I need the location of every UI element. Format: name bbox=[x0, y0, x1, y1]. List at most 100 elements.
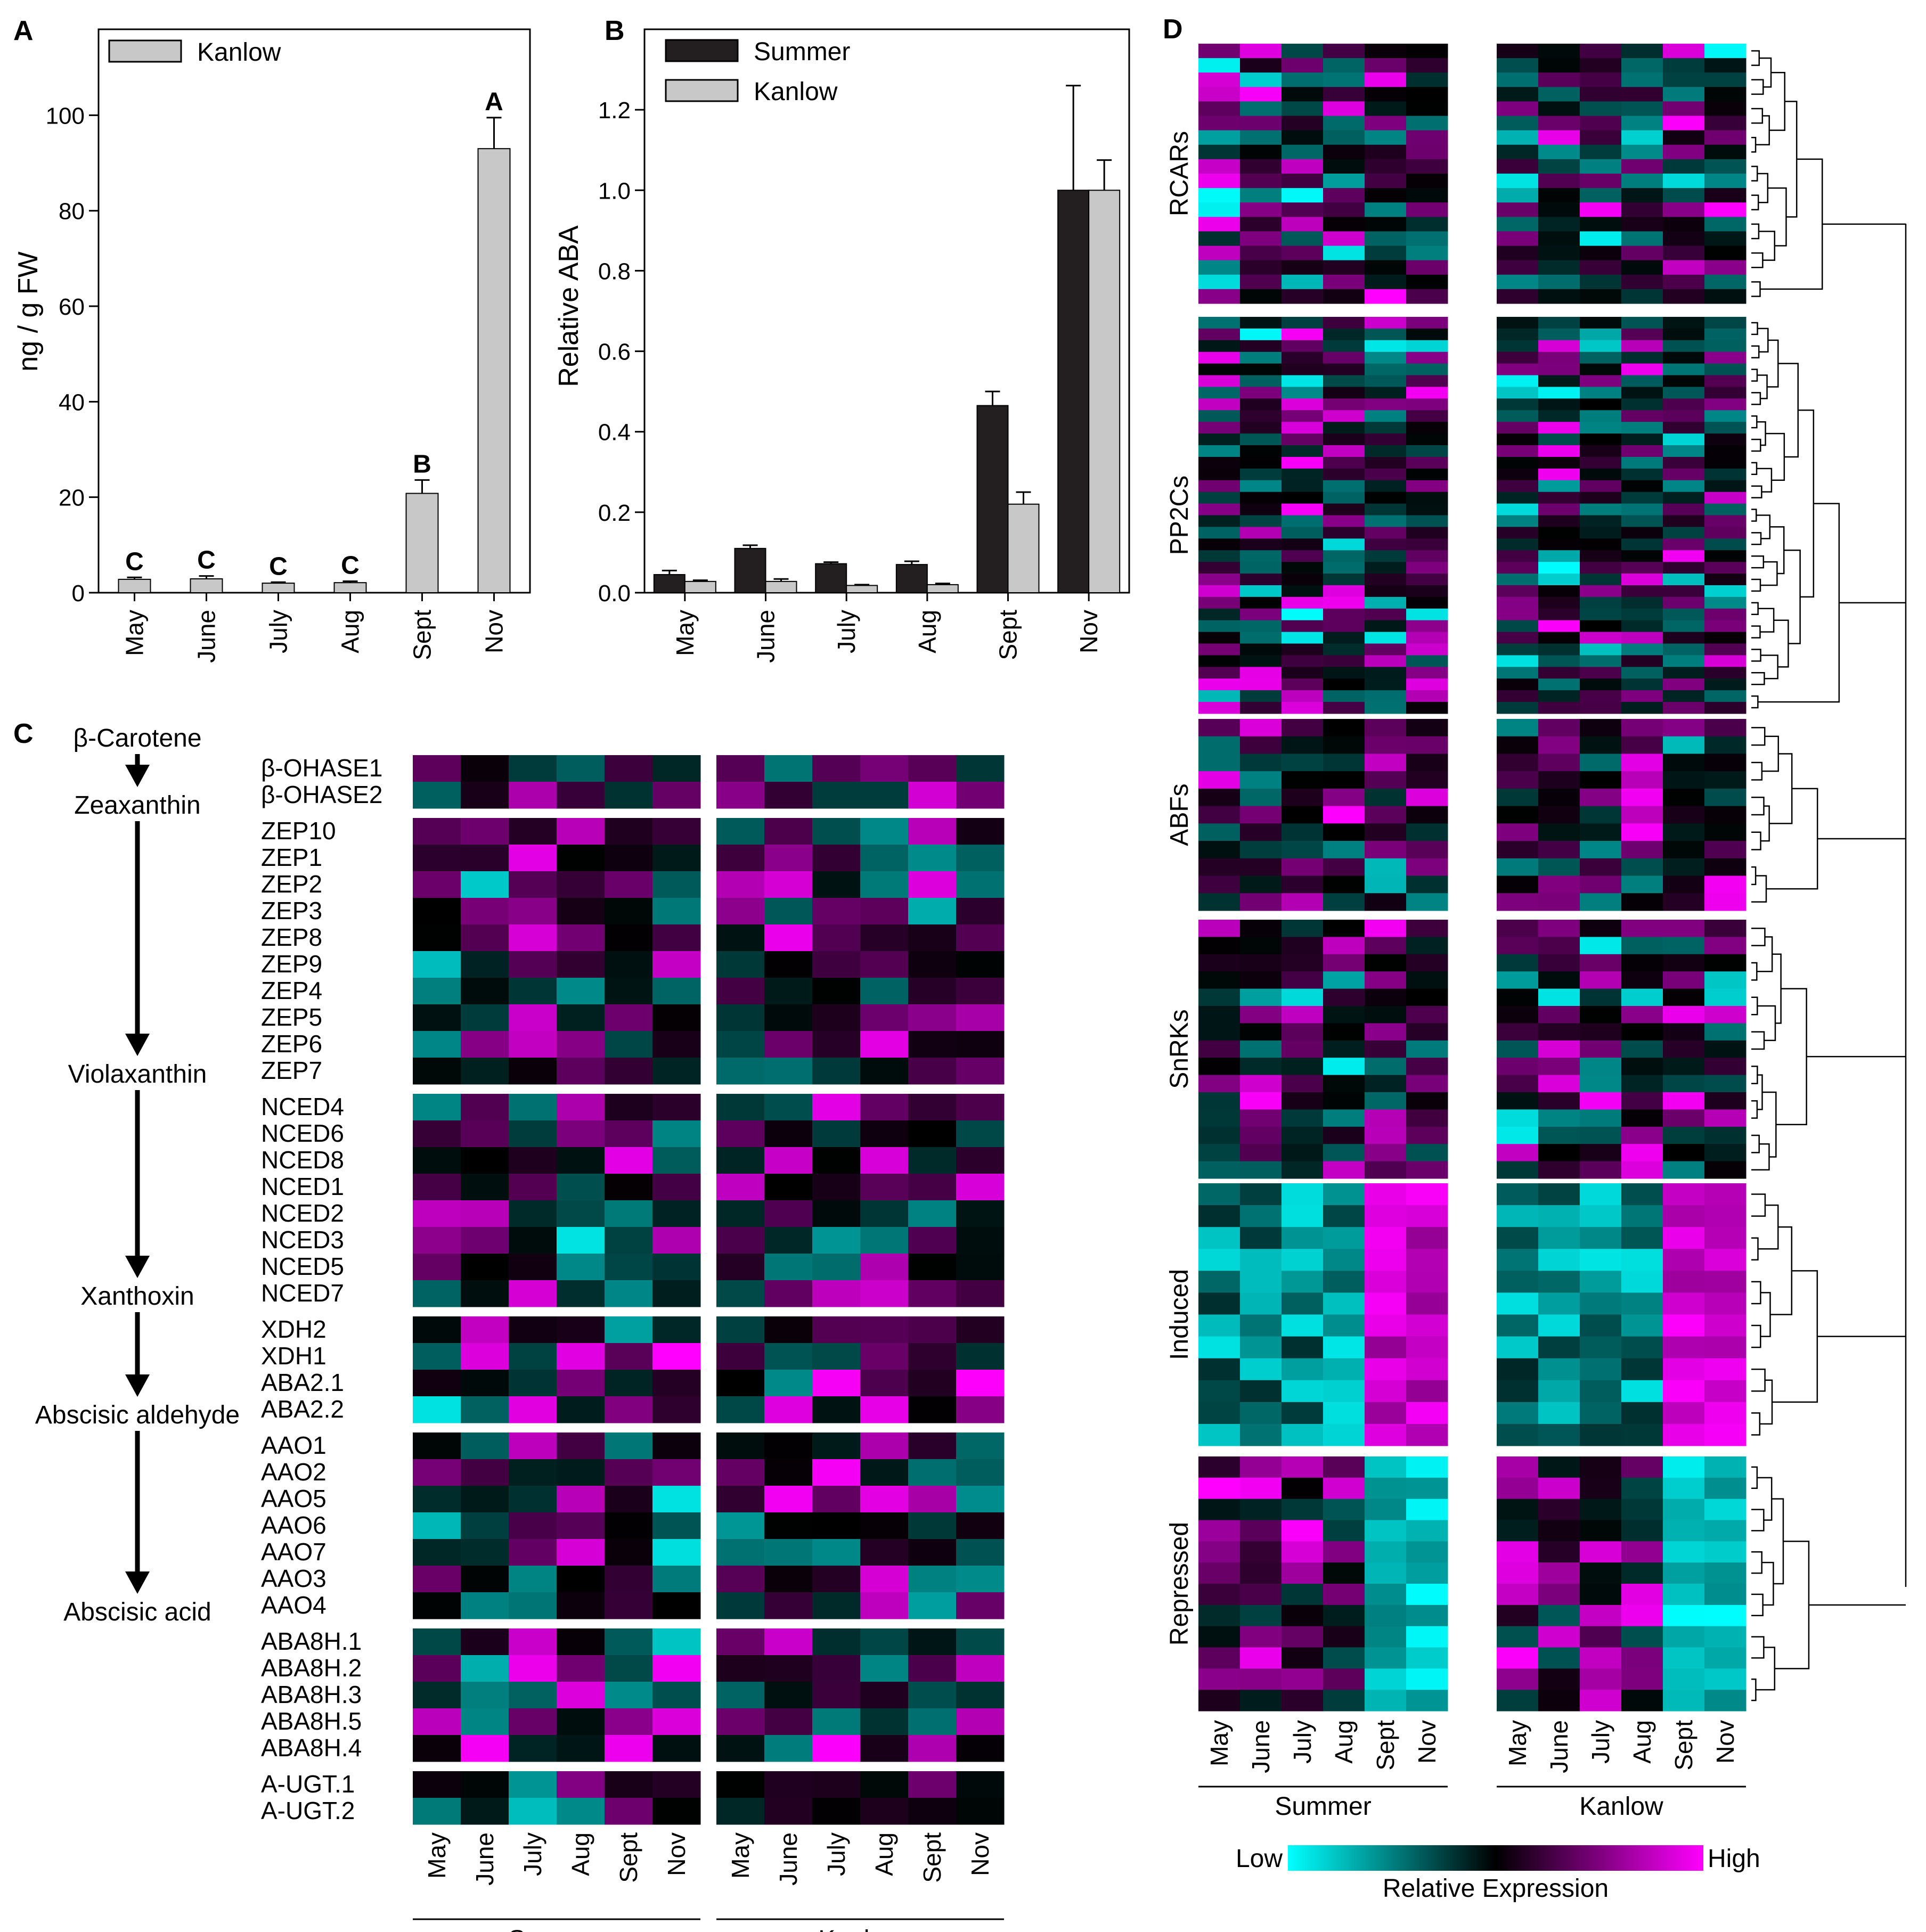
heatmap-cell bbox=[413, 1174, 461, 1201]
heatmap-cell bbox=[1538, 736, 1580, 754]
heatmap-cell bbox=[1704, 1423, 1747, 1446]
heatmap-cell bbox=[1282, 1520, 1324, 1542]
heatmap-cell bbox=[509, 1566, 557, 1593]
heatmap-cell bbox=[1406, 144, 1448, 160]
heatmap-cell bbox=[1406, 841, 1448, 859]
heatmap-cell bbox=[1282, 937, 1324, 955]
heatmap-cell bbox=[1621, 1205, 1663, 1227]
heatmap-cell bbox=[764, 1316, 813, 1344]
heatmap-cell bbox=[1365, 527, 1407, 539]
dendrogram-branch bbox=[1751, 415, 1758, 429]
heatmap-cell bbox=[1365, 920, 1407, 937]
heatmap-cell bbox=[1282, 1126, 1324, 1144]
heatmap-cell bbox=[1240, 398, 1282, 411]
heatmap-cell bbox=[860, 1798, 909, 1825]
heatmap-cell bbox=[557, 1798, 605, 1825]
heatmap-cell bbox=[557, 1343, 605, 1370]
heatmap-cell bbox=[461, 1370, 509, 1397]
heatmap-cell bbox=[1580, 1126, 1622, 1144]
heatmap-cell bbox=[860, 1280, 909, 1307]
heatmap-cell bbox=[1704, 217, 1747, 232]
heatmap-cell bbox=[1365, 1668, 1407, 1690]
heatmap-cell bbox=[1704, 274, 1747, 290]
heatmap-cell bbox=[1198, 1227, 1241, 1249]
heatmap-cell bbox=[1497, 456, 1539, 469]
heatmap-cell bbox=[1538, 422, 1580, 434]
heatmap-cell bbox=[956, 1147, 1005, 1174]
heatmap-cell bbox=[1663, 202, 1705, 217]
heatmap-cell bbox=[764, 845, 813, 872]
heatmap-cell bbox=[461, 1058, 509, 1085]
heatmap-cell bbox=[860, 1735, 909, 1762]
x-tick-label: May bbox=[1205, 1720, 1233, 1766]
significance-letter: C bbox=[269, 552, 288, 580]
heatmap-cell bbox=[1282, 492, 1324, 504]
heatmap-cell bbox=[1406, 690, 1448, 702]
heatmap-cell bbox=[1663, 1456, 1705, 1478]
heatmap-cell bbox=[1282, 468, 1324, 481]
gene-family-label: Induced bbox=[1165, 1269, 1194, 1360]
heatmap-cell bbox=[1497, 562, 1539, 574]
heatmap-cell bbox=[557, 1174, 605, 1201]
heatmap-cell bbox=[1621, 144, 1663, 160]
heatmap-cell bbox=[812, 1628, 861, 1656]
heatmap-cell bbox=[557, 1094, 605, 1121]
heatmap-cell bbox=[1580, 217, 1622, 232]
heatmap-cell bbox=[1704, 245, 1747, 261]
heatmap-cell bbox=[716, 1058, 765, 1085]
heatmap-cell bbox=[1365, 643, 1407, 656]
heatmap-cell bbox=[557, 1486, 605, 1513]
heatmap-cell bbox=[1538, 1626, 1580, 1648]
heatmap-cell bbox=[1497, 1402, 1539, 1425]
dendrogram-branch bbox=[1751, 1324, 1761, 1348]
heatmap-cell bbox=[1621, 58, 1663, 73]
heatmap-cell bbox=[764, 951, 813, 978]
heatmap-cell bbox=[908, 1539, 957, 1566]
heatmap-cell bbox=[1365, 655, 1407, 667]
heatmap-cell bbox=[413, 845, 461, 872]
x-tick-label: Nov bbox=[663, 1832, 690, 1876]
dendrogram-branch bbox=[1751, 866, 1757, 886]
heatmap-cell bbox=[812, 1370, 861, 1397]
heatmap-cell bbox=[1365, 87, 1407, 102]
heatmap-cell bbox=[1538, 841, 1580, 859]
heatmap-cell bbox=[1497, 1499, 1539, 1520]
heatmap-cell bbox=[1240, 988, 1282, 1006]
heatmap-cell bbox=[1497, 445, 1539, 457]
heatmap-cell bbox=[1282, 643, 1324, 656]
heatmap-cell bbox=[716, 1539, 765, 1566]
heatmap-cell bbox=[1621, 1456, 1663, 1478]
heatmap-cell bbox=[908, 978, 957, 1005]
heatmap-cell bbox=[1538, 468, 1580, 481]
heatmap-cell bbox=[1198, 875, 1241, 894]
heatmap-cell bbox=[1198, 1520, 1241, 1542]
significance-letter: B bbox=[413, 450, 431, 478]
heatmap-cell bbox=[1497, 87, 1539, 102]
heatmap-cell bbox=[605, 782, 653, 809]
heatmap-cell bbox=[1323, 1336, 1365, 1359]
heatmap-cell bbox=[1282, 667, 1324, 679]
heatmap-cell bbox=[1240, 1423, 1282, 1446]
heatmap-cell bbox=[1663, 231, 1705, 247]
heatmap-cell bbox=[413, 1227, 461, 1254]
heatmap-cell bbox=[716, 1512, 765, 1540]
heatmap-cell bbox=[1663, 920, 1705, 937]
heatmap-cell bbox=[812, 1708, 861, 1735]
heatmap-cell bbox=[1704, 116, 1747, 131]
heatmap-cell bbox=[1365, 363, 1407, 376]
heatmap-cell bbox=[1198, 245, 1241, 261]
dendrogram-branch bbox=[1751, 1593, 1764, 1616]
heatmap-cell bbox=[1663, 1562, 1705, 1584]
heatmap-cell bbox=[956, 1227, 1005, 1254]
heatmap-cell bbox=[1580, 72, 1622, 87]
heatmap-cell bbox=[1198, 1040, 1241, 1058]
heatmap-cell bbox=[1240, 328, 1282, 341]
dendrogram-branch bbox=[1751, 392, 1761, 405]
heatmap-cell bbox=[1580, 245, 1622, 261]
heatmap-cell bbox=[1663, 971, 1705, 989]
heatmap-cell bbox=[1240, 1604, 1282, 1627]
heatmap-cell bbox=[1538, 954, 1580, 972]
gene-label: NCED1 bbox=[261, 1173, 344, 1200]
heatmap-cell bbox=[1198, 422, 1241, 434]
heatmap-cell bbox=[1621, 678, 1663, 691]
